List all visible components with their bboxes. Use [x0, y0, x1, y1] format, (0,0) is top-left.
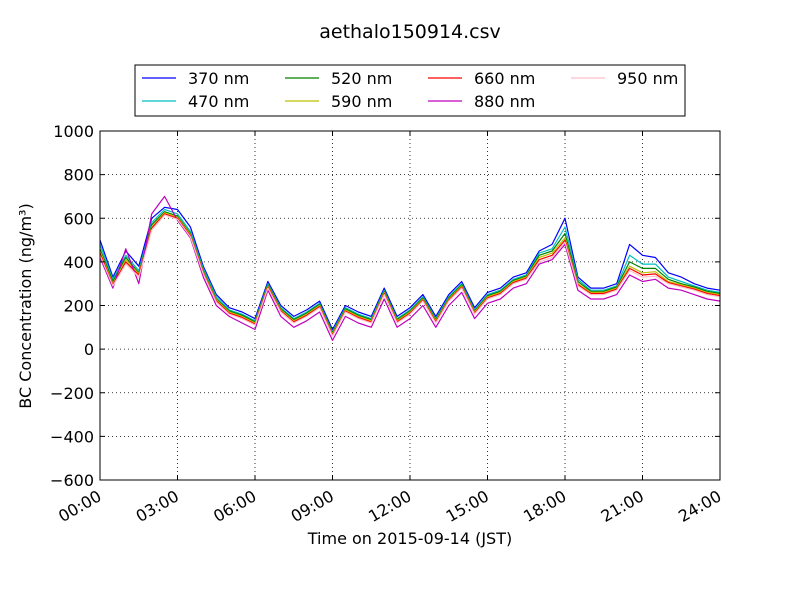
y-tick-label: 600 — [63, 209, 94, 228]
y-tick-label: 1000 — [53, 122, 94, 141]
chart-title: aethalo150914.csv — [319, 21, 501, 43]
legend-label: 950 nm — [617, 69, 678, 88]
y-tick-label: 800 — [63, 166, 94, 185]
legend-label: 520 nm — [331, 69, 392, 88]
legend: 370 nm 470 nm 520 nm 590 nm 660 nm 880 nm 950 … — [134, 64, 686, 117]
series-line-370-nm — [99, 206, 721, 331]
series-line-950-nm — [99, 214, 721, 337]
x-axis-label: Time on 2015-09-14 (JST) — [307, 529, 512, 548]
plot-area: 00:00 03:00 06:00 09:00 12:00 15:00 18:00 21:00… — [50, 122, 724, 526]
y-tick-label: 400 — [63, 253, 94, 272]
series-lines — [99, 195, 721, 341]
y-tick-label: 200 — [63, 297, 94, 316]
legend-label: 370 nm — [188, 69, 249, 88]
legend-label: 660 nm — [474, 69, 535, 88]
legend-label: 590 nm — [331, 92, 392, 111]
legend-label: 880 nm — [474, 92, 535, 111]
grid-lines — [100, 131, 720, 480]
series-line-880-nm — [99, 195, 721, 341]
legend-box — [134, 64, 686, 117]
y-tick-label: −600 — [50, 471, 94, 490]
y-tick-label: −200 — [50, 384, 94, 403]
y-axis-ticks: −600 −400 −200 0 200 400 600 800 1000 — [50, 122, 720, 490]
y-axis-label: BC Concentration (ng/m³) — [16, 203, 35, 408]
y-tick-label: 0 — [84, 340, 94, 359]
y-tick-label: −400 — [50, 427, 94, 446]
legend-label: 470 nm — [188, 92, 249, 111]
